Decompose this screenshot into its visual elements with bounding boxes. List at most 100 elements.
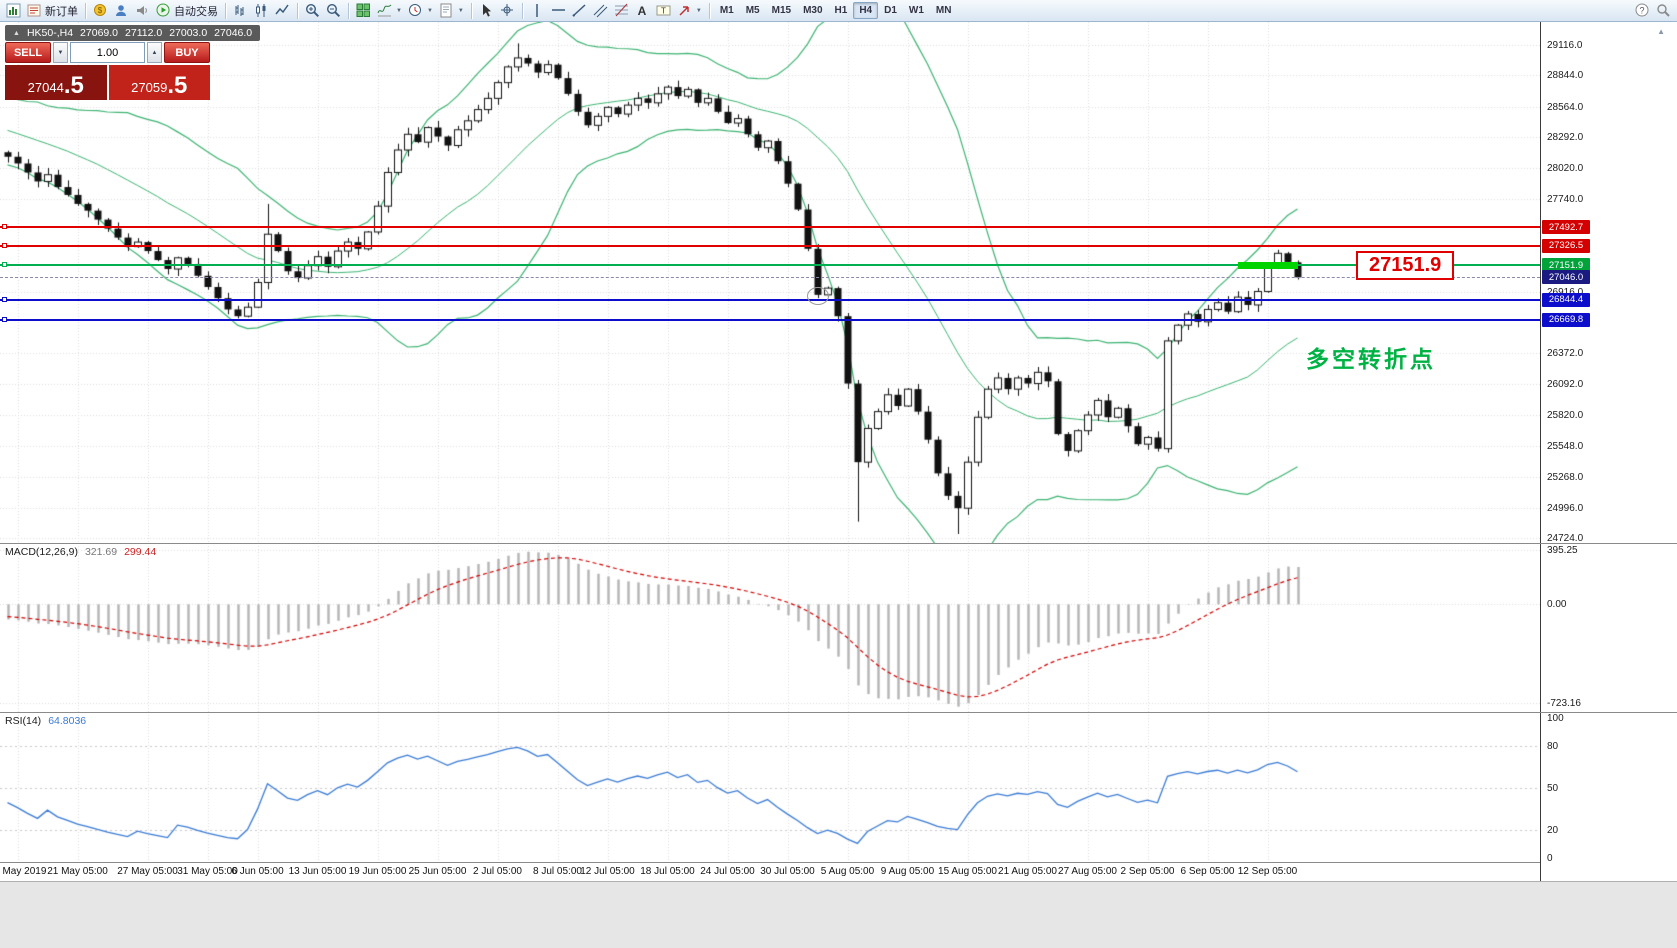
candlestick-chart-button[interactable]	[251, 1, 272, 21]
volume-increase-button[interactable]: ▲	[147, 42, 162, 63]
text-label-button[interactable]: T	[653, 1, 674, 21]
time-axis-label: 2 Sep 05:00	[1120, 866, 1175, 877]
symbol-name: HK50-,H4	[26, 27, 74, 39]
text-button[interactable]: A	[632, 1, 653, 21]
timeframe-M30-button[interactable]: M30	[803, 5, 823, 16]
rsi-axis-label: 0	[1547, 853, 1553, 864]
price-chart-canvas[interactable]	[0, 22, 1540, 543]
time-axis-label: 15 May 2019	[0, 866, 47, 877]
templates-button[interactable]: ▼	[436, 1, 467, 21]
timeframe-MN-button[interactable]: MN	[935, 5, 952, 16]
help-button[interactable]: ?	[1632, 1, 1653, 21]
toolbar-separator	[470, 2, 472, 19]
horizontal-line-button[interactable]	[548, 1, 569, 21]
line-handle[interactable]	[2, 262, 7, 268]
time-axis-label: 27 Aug 05:00	[1058, 866, 1117, 877]
green-highlight-segment[interactable]	[1238, 261, 1298, 269]
price-callout: 27151.9	[1356, 251, 1455, 280]
sell-button[interactable]: SELL	[5, 42, 51, 63]
timeframe-H4-button[interactable]: H4	[853, 2, 879, 19]
timeframe-W1-button[interactable]: W1	[908, 5, 924, 16]
rsi-axis-label: 100	[1547, 713, 1564, 724]
macd-title: MACD(12,26,9)	[5, 546, 78, 558]
bid-price-line[interactable]	[0, 276, 1540, 278]
market-button[interactable]: $	[90, 1, 111, 21]
sell-price-display[interactable]: 27044.5	[5, 65, 107, 100]
tile-windows-button[interactable]	[353, 1, 374, 21]
volume-decrease-button[interactable]: ▼	[53, 42, 68, 63]
volume-input[interactable]	[70, 42, 145, 63]
zoom-in-button[interactable]	[302, 1, 323, 21]
collapse-arrow-icon[interactable]: ▲	[1657, 27, 1665, 36]
price-axis-label: 25548.0	[1547, 440, 1584, 452]
price-axis[interactable]: 29116.0 28844.0 28564.0 28292.0 28020.0 27740…	[1540, 22, 1677, 881]
line-handle[interactable]	[2, 242, 7, 248]
price-axis-label: 25268.0	[1547, 471, 1584, 483]
macd-axis-label: 0.00	[1547, 599, 1567, 611]
sell-price-big: .5	[63, 72, 84, 99]
toolbar-right-group: ?	[1632, 1, 1674, 21]
macd-canvas[interactable]	[0, 543, 1540, 712]
rsi-axis-label: 80	[1547, 741, 1559, 752]
time-axis-label: 12 Sep 05:00	[1237, 866, 1298, 877]
resistance-line-27492[interactable]	[0, 226, 1540, 229]
price-axis-label: 28020.0	[1547, 162, 1584, 174]
buy-button[interactable]: BUY	[164, 42, 210, 63]
timeframe-H1-button[interactable]: H1	[834, 5, 848, 16]
price-axis-label: 29116.0	[1547, 39, 1583, 51]
search-button[interactable]	[1653, 1, 1674, 21]
bar-chart-button[interactable]	[230, 1, 251, 21]
rsi-splitter[interactable]	[0, 712, 1677, 713]
ohlc-low: 27003.0	[169, 27, 208, 39]
toolbar-separator	[85, 2, 86, 19]
fibonacci-button[interactable]	[611, 1, 632, 21]
arrows-button[interactable]: ▼	[674, 1, 705, 21]
macd-splitter[interactable]	[0, 543, 1677, 544]
rsi-canvas[interactable]	[0, 712, 1540, 862]
timeframe-D1-button[interactable]: D1	[884, 5, 897, 16]
auto-trading-button[interactable]: 自动交易	[153, 1, 221, 21]
equidistant-channel-button[interactable]	[590, 1, 611, 21]
cursor-button[interactable]	[476, 1, 497, 21]
time-axis-label: 6 Jun 05:00	[231, 866, 284, 877]
time-axis-label: 15 Aug 05:00	[938, 866, 997, 877]
resistance-line-27326[interactable]	[0, 244, 1540, 247]
price-axis-label: 24996.0	[1547, 502, 1584, 514]
support-line-26669[interactable]	[0, 318, 1540, 321]
time-axis-label: 21 May 05:00	[47, 866, 108, 877]
timeframe-M5-button[interactable]: M5	[745, 5, 760, 16]
new-order-button[interactable]: 新订单	[24, 1, 81, 21]
periods-button[interactable]: ▼	[405, 1, 436, 21]
time-axis-label: 31 May 05:00	[177, 866, 238, 877]
line-handle[interactable]	[2, 224, 7, 230]
pivot-line-27151[interactable]	[0, 264, 1540, 267]
line-handle[interactable]	[2, 296, 7, 302]
trendline-button[interactable]	[569, 1, 590, 21]
macd-label: MACD(12,26,9) 321.69 299.44	[5, 546, 156, 558]
line-chart-button[interactable]	[272, 1, 293, 21]
status-area	[0, 881, 1677, 948]
alerts-button[interactable]	[132, 1, 153, 21]
collapse-panel-icon[interactable]: ▲	[13, 29, 20, 37]
price-axis-label: 28844.0	[1547, 70, 1584, 82]
vertical-line-button[interactable]	[527, 1, 548, 21]
price-tag: 26844.4	[1542, 292, 1590, 307]
support-line-26844[interactable]	[0, 298, 1540, 301]
timeframe-M1-button[interactable]: M1	[719, 5, 734, 16]
ohlc-open: 27069.0	[80, 27, 119, 39]
zoom-out-button[interactable]	[323, 1, 344, 21]
buy-price-display[interactable]: 27059.5	[108, 65, 210, 100]
time-axis-label: 2 Jul 05:00	[473, 866, 522, 877]
line-handle[interactable]	[2, 316, 7, 322]
community-button[interactable]	[111, 1, 132, 21]
crosshair-button[interactable]	[497, 1, 518, 21]
time-axis-label: 27 May 05:00	[117, 866, 178, 877]
time-axis-label: 25 Jun 05:00	[408, 866, 467, 877]
indicators-button[interactable]: ▼	[374, 1, 405, 21]
ellipse-annotation[interactable]	[807, 287, 829, 305]
timeframe-M15-button[interactable]: M15	[771, 5, 792, 16]
new-chart-button[interactable]	[3, 1, 24, 21]
sell-price-base: 27044	[27, 80, 64, 95]
